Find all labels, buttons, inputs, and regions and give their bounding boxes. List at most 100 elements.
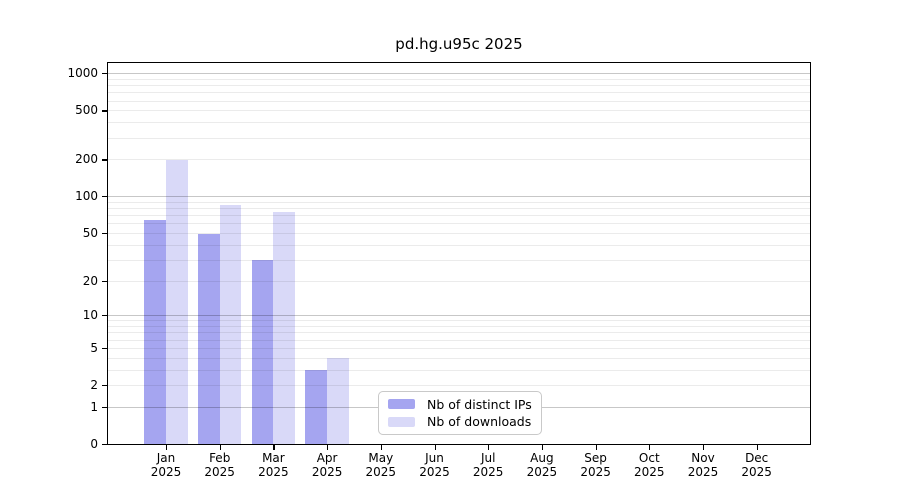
y-tick-mark-5 [102, 347, 108, 349]
gridline-major-100 [108, 196, 810, 198]
x-tick-label-oct: Oct 2025 [617, 451, 681, 479]
gridline-minor-800 [108, 85, 810, 87]
x-tick-label-nov: Nov 2025 [671, 451, 735, 479]
x-tick-mark-may [380, 444, 382, 450]
x-tick-mark-feb [219, 444, 221, 450]
gridline-minor-600 [108, 100, 810, 102]
gridline-minor-900 [108, 78, 810, 80]
year-label: 2025 [741, 464, 772, 479]
x-tick-label-dec: Dec 2025 [725, 451, 789, 479]
month-label: Dec [745, 451, 769, 465]
x-tick-mark-sep [595, 444, 597, 450]
y-tick-label-2: 2 [90, 378, 98, 392]
y-tick-mark-10 [102, 315, 108, 317]
y-tick-label-100: 100 [75, 189, 98, 204]
month-label: Aug [530, 451, 554, 465]
month-label: May [368, 451, 394, 465]
x-tick-label-jul: Jul 2025 [456, 451, 520, 479]
y-tick-label-5: 5 [90, 340, 98, 355]
y-tick-mark-0 [102, 444, 108, 446]
y-tick-label-1000: 1000 [67, 66, 98, 81]
legend-label-downloads: Nb of downloads [427, 414, 532, 430]
month-label: Oct [638, 451, 660, 465]
year-label: 2025 [150, 464, 182, 479]
x-tick-mark-nov [703, 444, 705, 450]
year-label: 2025 [472, 464, 504, 479]
gridline-minor-700 [108, 92, 810, 94]
y-tick-label-20: 20 [82, 273, 98, 288]
gridline-minor-60 [108, 223, 810, 225]
bar-downloads-feb [219, 204, 242, 444]
year-label: 2025 [580, 464, 611, 479]
year-label: 2025 [687, 464, 719, 479]
month-label: Apr [316, 451, 338, 465]
x-tick-label-sep: Sep 2025 [564, 451, 628, 479]
bar-downloads-mar [273, 211, 296, 444]
y-tick-mark-500 [102, 110, 108, 112]
y-tick-label-500: 500 [75, 103, 98, 118]
month-label: Jun [425, 451, 444, 465]
bar-downloads-apr [327, 357, 349, 444]
y-tick-mark-2 [102, 385, 108, 387]
month-label: Feb [209, 451, 231, 465]
gridline-minor-400 [108, 122, 810, 124]
y-tick-mark-200 [102, 159, 108, 161]
x-tick-mark-jul [488, 444, 490, 450]
y-tick-mark-1 [102, 406, 108, 408]
x-tick-label-feb: Feb 2025 [188, 451, 252, 479]
x-tick-label-may: May 2025 [349, 451, 413, 479]
x-tick-mark-dec [756, 444, 758, 450]
legend-item-downloads: Nb of downloads [379, 413, 541, 430]
distinct-ips-swatch [388, 399, 415, 410]
gridline-minor-70 [108, 215, 810, 217]
y-tick-label-1: 1 [90, 399, 98, 414]
y-tick-mark-50 [102, 233, 108, 235]
y-tick-mark-1000 [102, 73, 108, 75]
year-label: 2025 [365, 464, 397, 479]
year-label: 2025 [419, 464, 450, 479]
y-tick-mark-20 [102, 280, 108, 282]
year-label: 2025 [526, 464, 558, 479]
bar-distinct-ips-apr [305, 369, 328, 444]
x-tick-mark-mar [273, 444, 275, 450]
chart-title: pd.hg.u95c 2025 [395, 35, 523, 53]
downloads-swatch [388, 416, 415, 427]
x-tick-label-jun: Jun 2025 [403, 451, 467, 479]
bar-distinct-ips-jan [144, 220, 166, 444]
x-tick-mark-jan [166, 444, 168, 450]
gridline-major-1000 [108, 73, 810, 75]
x-tick-mark-jun [434, 444, 436, 450]
x-tick-label-apr: Apr 2025 [295, 451, 359, 479]
year-label: 2025 [258, 464, 289, 479]
y-tick-mark-100 [102, 196, 108, 198]
bar-distinct-ips-mar [251, 259, 274, 444]
month-label: Mar [262, 451, 285, 465]
bar-downloads-jan [166, 159, 188, 444]
legend: Nb of distinct IPs Nb of downloads [378, 391, 542, 435]
gridline-minor-200 [108, 159, 810, 161]
month-label: Jan [156, 451, 176, 465]
legend-label-distinct-ips: Nb of distinct IPs [427, 396, 532, 412]
y-tick-label-10: 10 [82, 308, 98, 323]
y-tick-label-50: 50 [82, 226, 98, 240]
x-tick-mark-apr [327, 444, 329, 450]
gridline-minor-90 [108, 201, 810, 203]
y-tick-label-0: 0 [90, 437, 98, 451]
x-tick-label-jan: Jan 2025 [134, 451, 198, 479]
year-label: 2025 [204, 464, 235, 479]
month-label: Sep [584, 451, 607, 465]
month-label: Jul [480, 451, 496, 465]
gridline-minor-500 [108, 110, 810, 112]
x-tick-mark-aug [541, 444, 544, 450]
year-label: 2025 [311, 464, 343, 479]
x-tick-label-aug: Aug 2025 [510, 451, 574, 479]
bar-distinct-ips-feb [198, 234, 220, 444]
year-label: 2025 [634, 464, 665, 479]
month-label: Nov [691, 451, 715, 465]
legend-item-distinct-ips: Nb of distinct IPs [379, 396, 541, 413]
y-tick-label-200: 200 [75, 152, 98, 167]
x-tick-label-mar: Mar 2025 [241, 451, 305, 479]
gridline-minor-80 [108, 208, 810, 210]
x-tick-mark-oct [649, 444, 651, 450]
